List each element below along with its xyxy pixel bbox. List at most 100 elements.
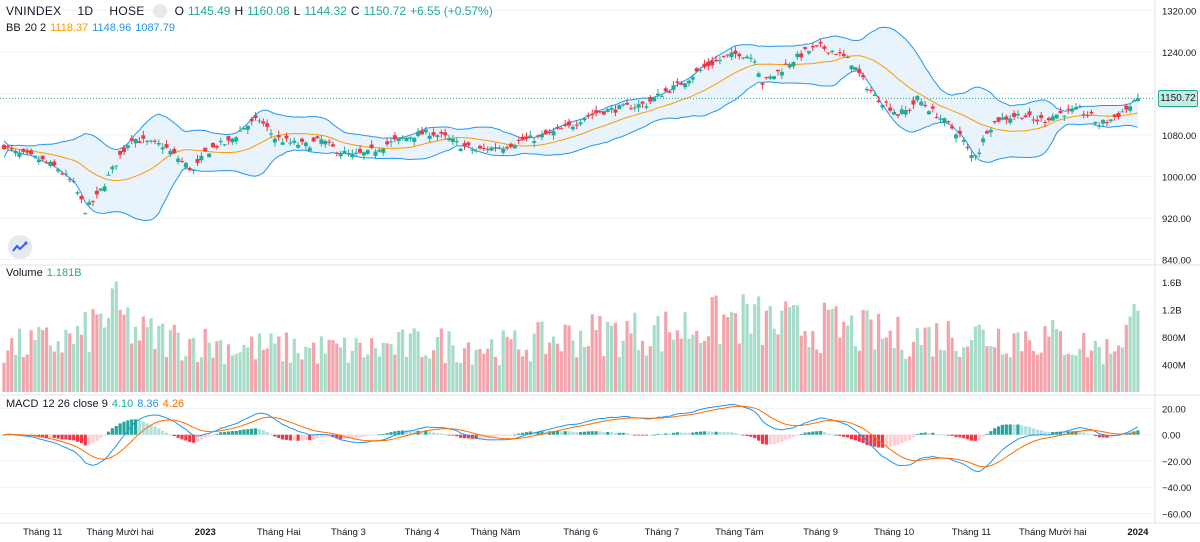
candle-body [861,75,866,78]
candle [435,134,440,142]
macd-histogram-bar [536,431,540,435]
candle-body [307,147,312,152]
candle [427,132,432,143]
macd-histogram-bar [455,434,459,437]
macd-histogram-bar [880,434,885,448]
candle-body [56,169,61,172]
candle-body [876,100,881,103]
candle [354,148,359,158]
bollinger-legend[interactable]: BB 20 2 1118.37 1148.96 1087.79 [6,22,175,34]
volume-bar [977,324,981,392]
volume-bar [760,344,765,392]
macd-histogram-bar [996,426,1001,435]
volume-bar [443,363,447,392]
macd-histogram-bar [695,431,699,435]
volume-bar [1008,357,1012,392]
candle-body [21,148,26,152]
candle-body [466,142,471,146]
macd-histogram-bar [114,426,118,435]
candle-body [570,126,575,130]
volume-bar [33,339,37,392]
volume-bar [292,338,296,392]
candle [230,137,235,146]
volume-bar [931,356,935,392]
price-tick-label: 1320.00 [1162,7,1196,18]
volume-tick-label: 1.6B [1162,278,1182,289]
volume-bar [1097,346,1101,392]
macd-histogram-bar [788,434,792,439]
candle [307,145,312,152]
volume-bar [238,352,242,392]
macd-tick-label: −40.00 [1162,483,1191,494]
candle-body [48,161,53,166]
volume-bar [370,338,374,392]
volume-bar [230,355,234,392]
change-value: +6.55 (+0.57%) [410,4,493,18]
volume-bar [424,355,428,392]
candle-body [648,97,653,102]
candle-body [1116,113,1121,117]
macd-histogram-bar [1043,431,1047,435]
volume-bar [629,333,633,392]
macd-histogram-bar [664,433,668,435]
candle-body [547,131,552,133]
candle [5,144,10,150]
macd-legend[interactable]: MACD 12 26 close 9 4.10 8.36 4.26 [6,398,184,410]
macd-histogram-bar [567,431,571,435]
candle-body [160,147,165,150]
volume-bar [737,343,741,392]
candle-body [71,181,76,183]
macd-histogram-bar [296,434,300,441]
candle-body [853,67,858,70]
symbol-name[interactable]: VNINDEX [6,4,62,18]
macd-histogram-bar [130,419,134,435]
collapse-legend-icon[interactable] [152,4,167,18]
volume-bar [579,330,583,392]
tradingview-logo-icon[interactable] [8,235,32,259]
candle-body [5,145,10,147]
time-axis-label: Tháng Hai [257,527,301,538]
candle-body [965,147,970,149]
candle-body [872,94,877,96]
candle [582,117,587,122]
volume-bar [184,356,188,392]
interval-label[interactable]: 1D [77,4,94,18]
candle [350,149,355,160]
candle-body [555,126,560,129]
macd-histogram-bar [579,432,583,435]
candle [876,95,881,103]
candle [806,50,811,56]
volume-bar [1066,353,1070,392]
macd-params: 12 26 close 9 [42,398,108,410]
volume-bar [215,341,219,392]
volume-bar [671,339,676,392]
candle-body [110,166,115,170]
candle-body [199,155,204,161]
macd-histogram-bar [609,432,614,435]
time-axis-label: 2023 [195,527,216,538]
volume-bar [927,326,931,392]
candle-body [191,170,196,172]
macd-histogram-bar [68,434,72,441]
volume-bar [346,362,351,392]
volume-bar [153,349,157,392]
bb-label: BB [6,22,21,34]
macd-histogram-bar [729,432,734,435]
volume-bar [505,336,509,392]
price-tick-label: 920.00 [1162,214,1191,225]
candle [238,126,243,132]
volume-bar [513,330,517,392]
volume-bar [1027,340,1032,392]
candle-body [675,81,680,83]
volume-bar [1082,332,1086,392]
macd-histogram-bar [791,434,796,437]
candle [98,188,103,192]
volume-bar [1016,332,1020,392]
candle [191,169,196,175]
macd-histogram-bar [629,434,633,435]
volume-bar [838,337,842,392]
volume-legend[interactable]: Volume 1.181B [6,267,82,279]
candle [48,160,53,168]
candle-body [214,145,219,148]
